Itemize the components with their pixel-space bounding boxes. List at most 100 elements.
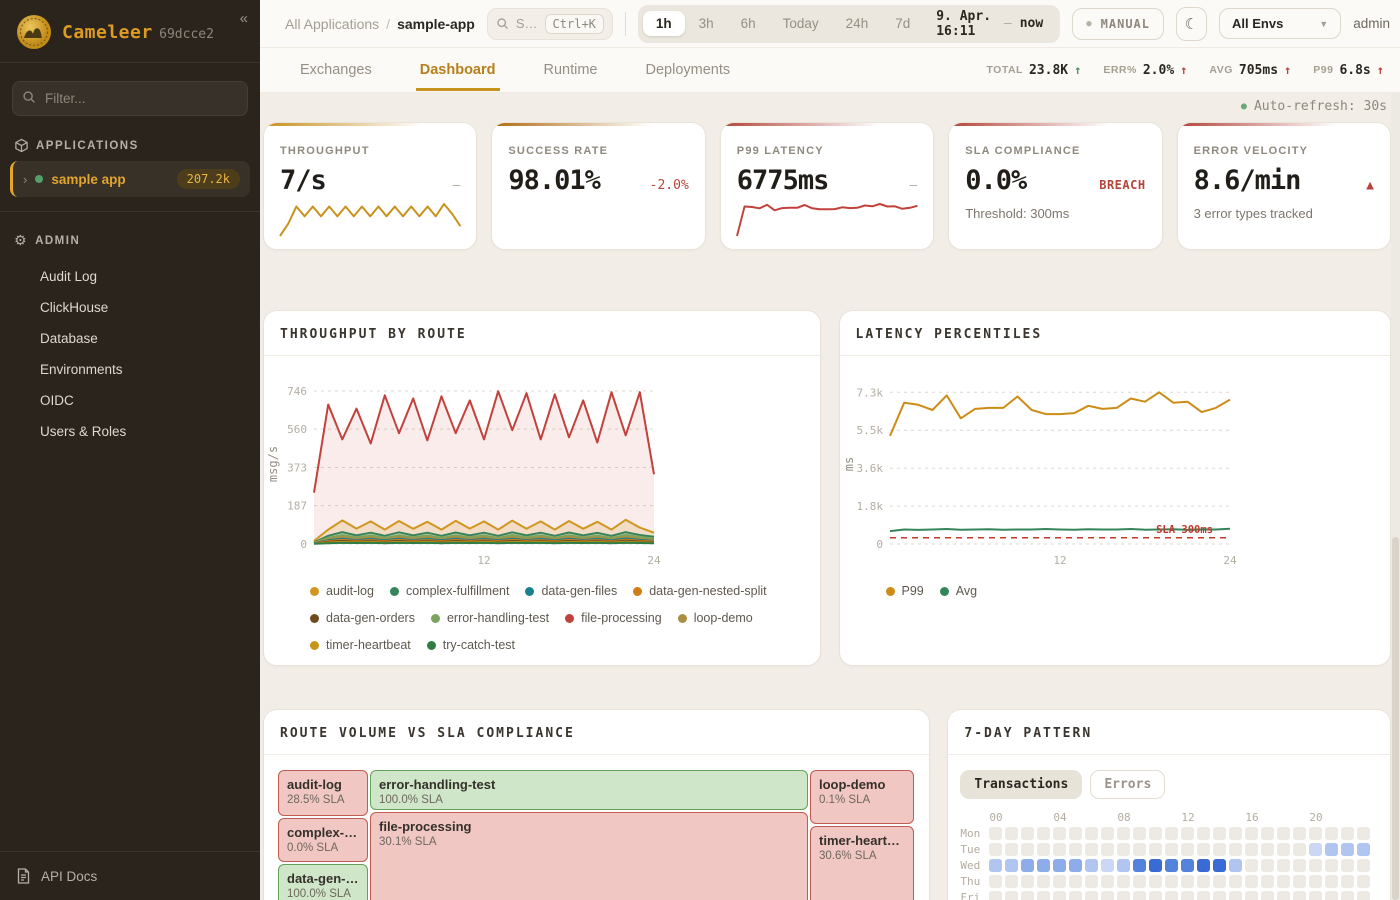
kpi-value: 0.0% xyxy=(965,165,1027,196)
latency-sparkline xyxy=(735,203,918,237)
treemap-tile-complex-fulfillment[interactable]: complex-fulfil… 0.0% SLA xyxy=(278,818,368,862)
chevron-right-icon[interactable]: › xyxy=(23,171,28,187)
treemap-tile-error-handling-test[interactable]: error-handling-test 100.0% SLA xyxy=(370,770,808,810)
heatmap-cell xyxy=(1085,859,1099,872)
legend-label: audit-log xyxy=(326,584,374,598)
heatmap-cell xyxy=(1149,827,1163,840)
charts-row: THROUGHPUT BY ROUTE 0 187 373 560 746 12 24 msg… xyxy=(263,310,1391,666)
tab-dashboard[interactable]: Dashboard xyxy=(415,49,500,91)
range-24h[interactable]: 24h xyxy=(833,11,882,36)
heatmap-cell xyxy=(1165,875,1179,888)
heatmap-cell xyxy=(1245,827,1259,840)
kpi-label: THROUGHPUT xyxy=(280,145,370,157)
heatmap-cell xyxy=(1101,859,1115,872)
heatmap-cell xyxy=(1293,875,1307,888)
sidebar-item-audit-log[interactable]: Audit Log xyxy=(40,269,98,284)
legend-item[interactable]: P99 xyxy=(885,584,924,598)
legend-item[interactable]: complex-fulfillment xyxy=(389,584,509,598)
sidebar-collapse-icon[interactable]: « xyxy=(239,10,248,27)
stat-value: 6.8s xyxy=(1339,62,1371,78)
heatmap-cell xyxy=(1037,875,1051,888)
env-selected-value: All Envs xyxy=(1232,16,1284,31)
sidebar-item-users-roles[interactable]: Users & Roles xyxy=(40,424,127,439)
legend-item[interactable]: error-handling-test xyxy=(430,611,549,625)
range-1h[interactable]: 1h xyxy=(642,11,685,36)
time-range-display[interactable]: 9. Apr. 16:11 — now xyxy=(924,9,1055,39)
sidebar-item-clickhouse[interactable]: ClickHouse xyxy=(40,300,109,315)
trend-up-icon: ↑ xyxy=(1180,63,1188,77)
kpi-trend: -2.0% xyxy=(649,178,689,193)
tab-exchanges[interactable]: Exchanges xyxy=(300,62,372,78)
range-today[interactable]: Today xyxy=(770,11,832,36)
heatmap-cell xyxy=(1277,875,1291,888)
auto-refresh-status: ● Auto-refresh: 30s xyxy=(263,97,1391,114)
kpi-value: 6775ms xyxy=(736,165,830,196)
range-7d[interactable]: 7d xyxy=(882,11,923,36)
legend-label: try-catch-test xyxy=(442,638,516,652)
brand-block: Cameleer 69dcce2 xyxy=(62,22,214,43)
heatmap-cell xyxy=(1357,875,1371,888)
legend-item[interactable]: loop-demo xyxy=(677,611,753,625)
username[interactable]: admin xyxy=(1353,16,1390,31)
breadcrumb-current: sample-app xyxy=(397,15,475,32)
legend-item[interactable]: audit-log xyxy=(310,584,374,598)
breadcrumb-all-applications[interactable]: All Applications xyxy=(285,15,380,32)
api-docs-link[interactable]: API Docs xyxy=(0,851,260,900)
svg-text:7.3k: 7.3k xyxy=(856,386,883,399)
env-select[interactable]: All Envs ▼ xyxy=(1219,8,1342,39)
heatmap-cell xyxy=(1341,875,1355,888)
sidebar-item-oidc[interactable]: OIDC xyxy=(40,393,74,408)
heatmap-cell xyxy=(1197,859,1211,872)
sidebar-item-environments[interactable]: Environments xyxy=(40,362,123,377)
legend-item[interactable]: data-gen-files xyxy=(525,584,617,598)
chart-area: 0 187 373 560 746 12 24 msg/s xyxy=(264,356,820,570)
toggle-errors[interactable]: Errors xyxy=(1090,770,1166,799)
heatmap-cell xyxy=(1085,891,1099,900)
sidebar-item-sample-app[interactable]: › sample app 207.2k xyxy=(10,161,250,197)
sla-treemap: audit-log 28.5% SLA complex-fulfil… 0.0% S… xyxy=(278,770,915,900)
tab-runtime[interactable]: Runtime xyxy=(543,62,598,78)
scrollbar-track[interactable] xyxy=(1391,93,1400,900)
manual-label: MANUAL xyxy=(1100,16,1150,31)
treemap-tile-loop-demo[interactable]: loop-demo 0.1% SLA xyxy=(810,770,914,824)
filter-input[interactable] xyxy=(12,81,248,116)
legend-item[interactable]: Avg xyxy=(939,584,978,598)
api-docs-label: API Docs xyxy=(41,868,98,884)
treemap-tile-data-gen-files[interactable]: data-gen-files 100.0% SLA xyxy=(278,864,368,900)
heatmap-cell xyxy=(1357,891,1371,900)
kpi-label: SUCCESS RATE xyxy=(508,145,609,157)
treemap-tile-timer-heartbeat[interactable]: timer-heartbeat 30.6% SLA xyxy=(810,826,914,900)
legend-item[interactable]: timer-heartbeat xyxy=(310,638,411,652)
heatmap-cell xyxy=(1341,827,1355,840)
legend-label: Avg xyxy=(955,584,978,598)
heatmap-cell xyxy=(1133,843,1147,856)
scrollbar-thumb[interactable] xyxy=(1392,536,1399,900)
kpi-error-velocity: ERROR VELOCITY 8.6/min ▲ 3 error types tr… xyxy=(1176,122,1391,250)
trend-up-icon: ▲ xyxy=(1366,178,1374,193)
heatmap-cell xyxy=(1021,859,1035,872)
heatmap-cell xyxy=(1229,843,1243,856)
range-3h[interactable]: 3h xyxy=(686,11,727,36)
treemap-tile-file-processing[interactable]: file-processing 30.1% SLA xyxy=(370,812,808,900)
heatmap-cell xyxy=(1069,875,1083,888)
sidebar-item-database[interactable]: Database xyxy=(40,331,98,346)
tab-deployments[interactable]: Deployments xyxy=(645,62,731,78)
tile-sla: 100.0% SLA xyxy=(287,888,351,900)
heatmap-cell xyxy=(1101,891,1115,900)
legend-item[interactable]: try-catch-test xyxy=(426,638,516,652)
heatmap-cell xyxy=(1277,827,1291,840)
legend-item[interactable]: data-gen-orders xyxy=(310,611,415,625)
legend-item[interactable]: data-gen-nested-split xyxy=(633,584,767,598)
toggle-transactions[interactable]: Transactions xyxy=(960,770,1083,799)
treemap-tile-audit-log[interactable]: audit-log 28.5% SLA xyxy=(278,770,368,816)
heatmap-cell xyxy=(1021,875,1035,888)
heatmap-cell xyxy=(1133,875,1147,888)
range-6h[interactable]: 6h xyxy=(728,11,769,36)
legend-item[interactable]: file-processing xyxy=(565,611,662,625)
dark-mode-toggle[interactable]: ☾ xyxy=(1176,6,1208,41)
manual-refresh-button[interactable]: ● MANUAL xyxy=(1072,7,1164,40)
heatmap-cell xyxy=(1293,859,1307,872)
global-search[interactable]: S… Ctrl+K xyxy=(486,7,613,40)
heatmap-cell xyxy=(1021,891,1035,900)
svg-text:5.5k: 5.5k xyxy=(856,424,883,437)
